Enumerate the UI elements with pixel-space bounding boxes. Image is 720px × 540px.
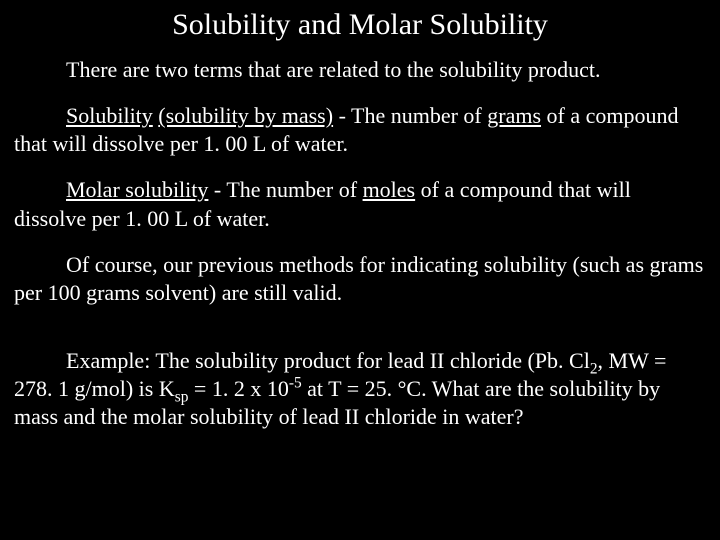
slide: Solubility and Molar Solubility There ar… [0,0,720,540]
underline-moles: moles [363,177,416,202]
text: = 1. 2 x 10 [188,376,288,401]
term-solubility: Solubility [66,103,153,128]
paragraph-solubility-def: Solubility (solubility by mass) - The nu… [14,102,706,158]
term-molar-solubility: Molar solubility [66,177,208,202]
text: - The number of [208,177,362,202]
slide-title: Solubility and Molar Solubility [14,8,706,42]
text: - The number of [333,103,487,128]
term-solubility-by-mass: (solubility by mass) [158,103,333,128]
text: Example: The solubility product for lead… [66,348,590,373]
paragraph-previous-methods: Of course, our previous methods for indi… [14,251,706,307]
underline-grams: grams [487,103,541,128]
superscript-neg5: -5 [289,375,302,392]
paragraph-intro: There are two terms that are related to … [14,56,706,84]
paragraph-molar-solubility-def: Molar solubility - The number of moles o… [14,176,706,232]
paragraph-example: Example: The solubility product for lead… [14,347,706,431]
subscript-2: 2 [590,360,598,377]
